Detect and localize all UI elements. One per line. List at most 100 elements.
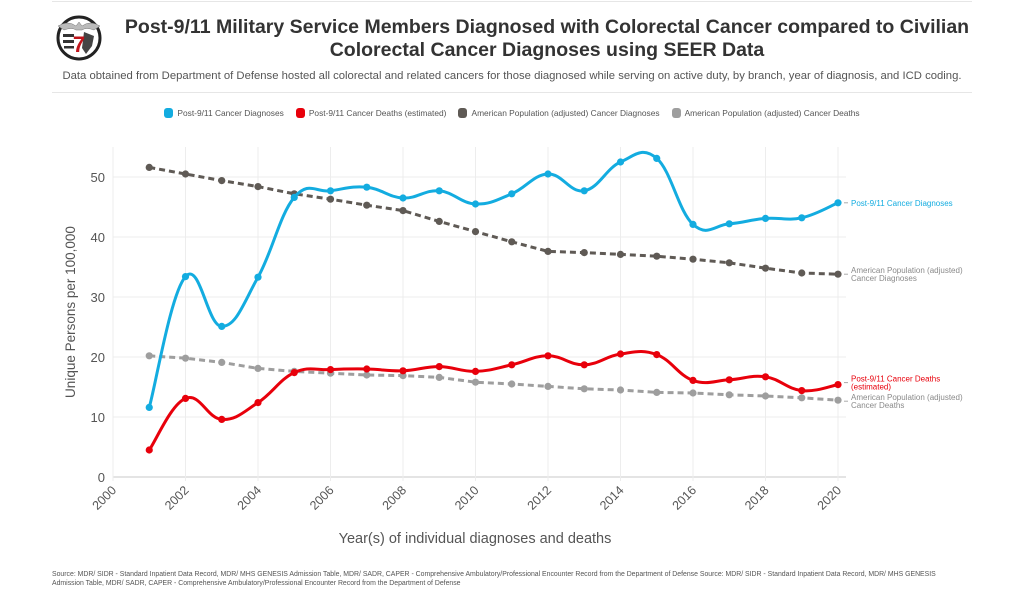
series-end-label: Post-9/11 Cancer Diagnoses: [851, 199, 953, 208]
series-end-label: Cancer Diagnoses: [851, 274, 917, 283]
data-point: [254, 364, 262, 372]
series-end-label: American Population (adjusted): [851, 393, 963, 402]
data-point: [181, 170, 190, 178]
data-point: [508, 380, 516, 388]
y-tick-label: 50: [91, 170, 105, 185]
data-point: [254, 273, 262, 281]
legend-swatch: [164, 108, 174, 118]
data-point: [290, 369, 298, 377]
data-point: [798, 269, 806, 277]
data-point: [761, 392, 770, 400]
x-tick-label: 2012: [525, 483, 555, 513]
series-end-label: Cancer Deaths: [851, 401, 904, 410]
data-point: [580, 187, 588, 195]
subtitle-divider: [52, 92, 972, 93]
series-post911-diagnoses: [145, 150, 842, 411]
chart-title-line-1: Post-9/11 Military Service Members Diagn…: [124, 16, 970, 38]
data-point: [363, 371, 371, 379]
data-point: [399, 194, 407, 202]
data-point: [798, 394, 806, 402]
data-point: [798, 387, 806, 395]
x-tick-label: 2006: [307, 483, 337, 513]
series-group: [145, 150, 842, 454]
series-american-diagnoses: [145, 163, 842, 278]
data-point: [616, 386, 625, 394]
source-footnote: Source: MDR/ SIDR - Standard Inpatient D…: [52, 571, 936, 587]
x-tick-label: 2010: [452, 483, 482, 513]
x-tick-label: 2002: [162, 483, 192, 513]
data-point: [798, 214, 806, 222]
data-point: [399, 367, 407, 375]
legend-item-american-diagnoses[interactable]: American Population (adjusted) Cancer Di…: [458, 108, 660, 118]
series-post911-deaths: [145, 350, 842, 454]
legend-swatch: [295, 108, 305, 118]
data-point: [435, 217, 443, 225]
data-point: [399, 207, 407, 215]
y-tick-label: 20: [91, 350, 105, 365]
series-american-deaths: [145, 352, 842, 404]
data-point: [508, 190, 516, 198]
military-emblem-logo-icon: 7: [56, 15, 102, 61]
data-point: [218, 322, 226, 330]
data-point: [326, 195, 335, 203]
x-tick-label: 2020: [815, 483, 845, 513]
data-point: [326, 366, 335, 374]
x-tick-label: 2000: [90, 483, 120, 513]
x-tick-label: 2014: [597, 483, 627, 513]
series-line: [148, 165, 839, 276]
data-point: [689, 389, 697, 397]
series-line: [149, 354, 839, 402]
legend-label: American Population (adjusted) Cancer Di…: [471, 108, 660, 118]
y-tick-label: 10: [91, 410, 105, 425]
data-point: [580, 385, 588, 393]
legend-label: Post-9/11 Cancer Deaths (estimated): [308, 108, 447, 118]
end-labels: Post-9/11 Cancer Diagnoses Post-9/11 Canc…: [844, 199, 963, 410]
data-point: [145, 352, 153, 360]
data-point: [326, 187, 335, 195]
chart-title: Post-9/11 Military Service Members Diagn…: [120, 16, 974, 62]
data-point: [544, 247, 552, 255]
y-tick-label: 30: [91, 290, 105, 305]
data-point: [435, 373, 443, 381]
legend-item-american-deaths[interactable]: American Population (adjusted) Cancer De…: [671, 108, 860, 118]
legend-label: Post-9/11 Cancer Diagnoses: [177, 108, 284, 118]
data-point: [834, 270, 842, 278]
data-point: [471, 200, 480, 208]
data-point: [834, 396, 842, 404]
data-point: [616, 250, 625, 258]
data-point: [616, 158, 625, 166]
data-point: [145, 403, 153, 411]
data-point: [435, 363, 443, 371]
data-point: [181, 394, 190, 402]
legend-item-post911-diagnoses[interactable]: Post-9/11 Cancer Diagnoses: [164, 108, 284, 118]
series-end-label: American Population (adjusted): [851, 266, 963, 275]
data-point: [761, 264, 770, 272]
data-point: [653, 154, 661, 162]
data-point: [181, 354, 190, 362]
data-point: [544, 352, 552, 360]
data-point: [181, 273, 190, 281]
series-end-label: (estimated): [851, 383, 891, 392]
legend-label: American Population (adjusted) Cancer De…: [684, 108, 860, 118]
data-point: [254, 183, 262, 191]
data-point: [725, 391, 733, 399]
data-point: [689, 220, 697, 228]
x-tick-label: 2016: [670, 483, 700, 513]
y-tick-label: 40: [91, 230, 105, 245]
legend: Post-9/11 Cancer Diagnoses Post-9/11 Can…: [0, 108, 1024, 118]
data-point: [471, 378, 480, 386]
x-tick-label: 2008: [380, 483, 410, 513]
svg-text:7: 7: [73, 32, 85, 57]
top-divider: [52, 1, 972, 2]
data-point: [218, 358, 226, 366]
legend-swatch: [671, 108, 681, 118]
data-point: [761, 373, 770, 381]
data-point: [834, 199, 842, 207]
chart-subtitle: Data obtained from Department of Defense…: [62, 70, 962, 82]
data-point: [834, 381, 842, 389]
legend-item-post911-deaths[interactable]: Post-9/11 Cancer Deaths (estimated): [295, 108, 447, 118]
data-point: [254, 399, 262, 407]
data-point: [471, 228, 480, 236]
data-point: [363, 365, 371, 373]
data-point: [653, 388, 661, 396]
